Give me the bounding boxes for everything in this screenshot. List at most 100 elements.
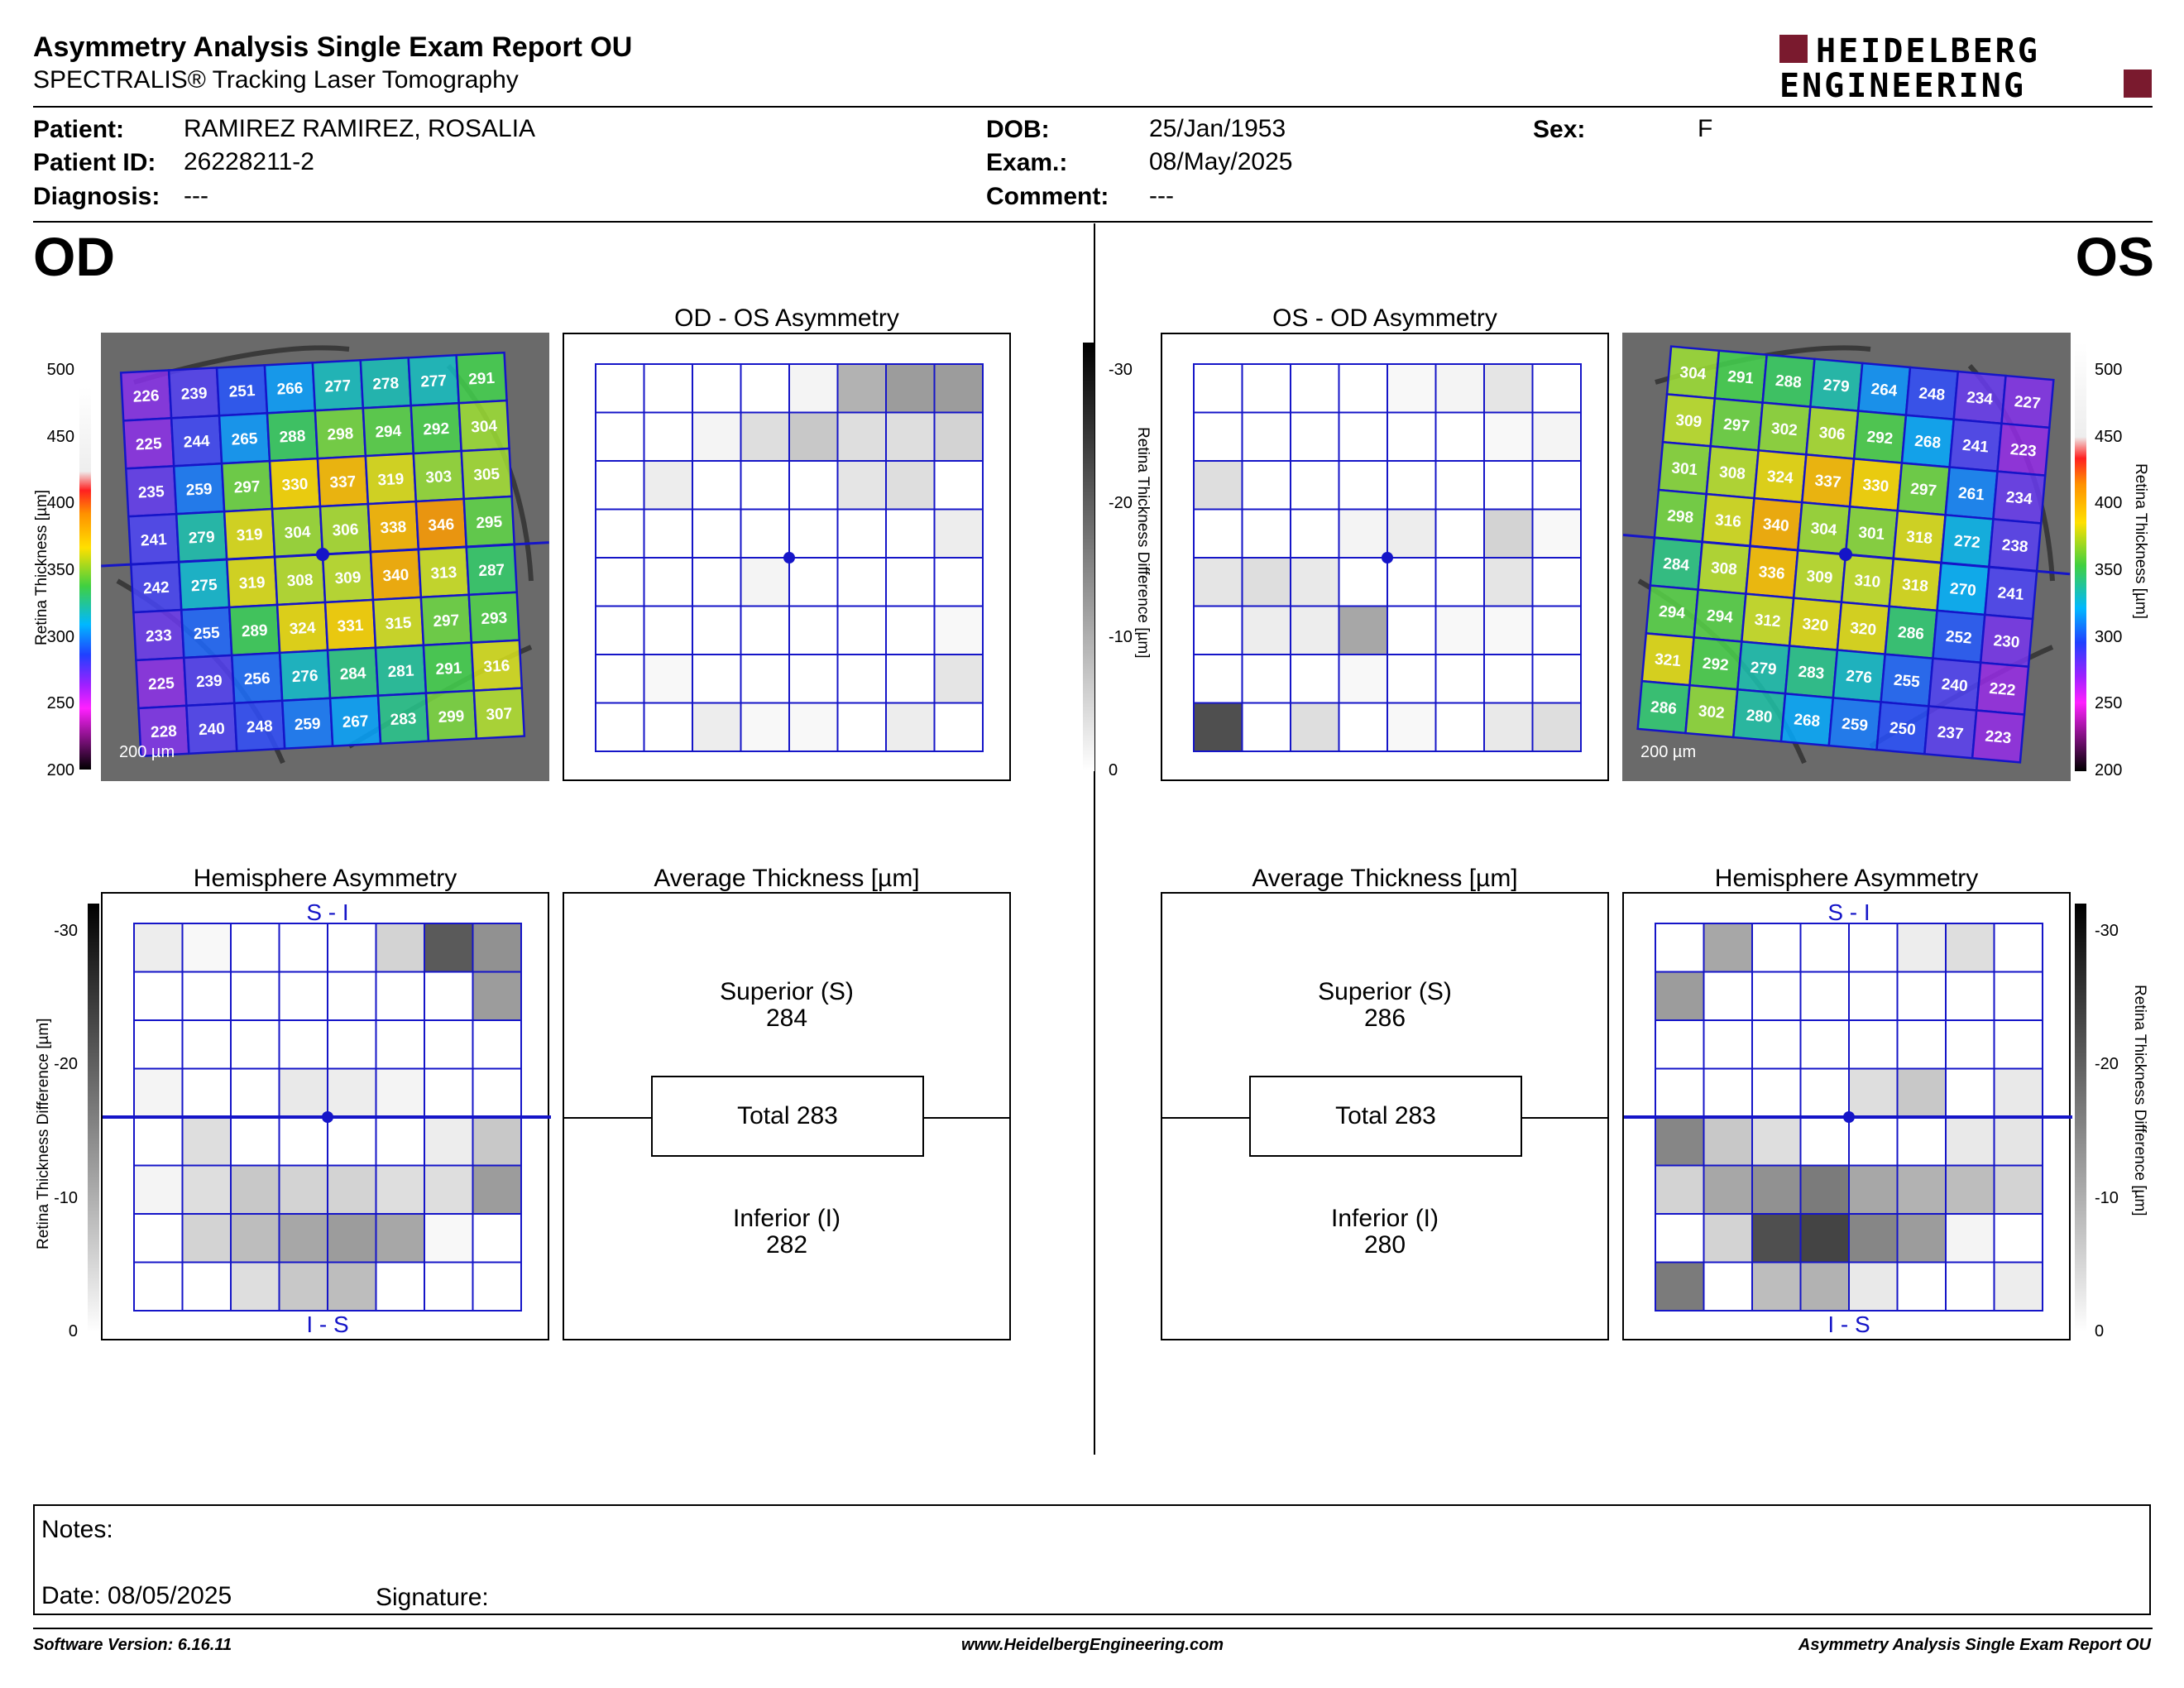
thickness-value: 268 bbox=[1913, 433, 1941, 453]
thickness-value: 276 bbox=[291, 668, 318, 687]
grid-cell bbox=[1993, 1213, 2043, 1264]
grid-cell bbox=[595, 508, 645, 559]
thickness-value: 270 bbox=[1949, 580, 1976, 600]
grid-cell bbox=[692, 605, 742, 655]
thickness-value: 293 bbox=[481, 609, 508, 628]
grid-cell bbox=[885, 411, 936, 462]
thickness-value: 304 bbox=[471, 418, 498, 437]
thickness-value: 272 bbox=[1953, 532, 1980, 552]
notes-label: Notes: bbox=[41, 1516, 113, 1543]
website-link[interactable]: www.HeidelbergEngineering.com bbox=[961, 1636, 1224, 1654]
grid-cell bbox=[740, 702, 790, 752]
thickness-value: 288 bbox=[1774, 372, 1802, 392]
grid-cell bbox=[595, 702, 645, 752]
thickness-value: 297 bbox=[233, 478, 261, 497]
thickness-value: 239 bbox=[180, 385, 208, 404]
grid-cell bbox=[472, 1213, 522, 1264]
notes-box[interactable]: Notes: Date: 08/05/2025 Signature: bbox=[33, 1504, 2151, 1615]
thickness-value: 275 bbox=[190, 577, 218, 596]
fovea-marker bbox=[322, 1111, 333, 1123]
center-divider bbox=[1094, 223, 1095, 1455]
grid-cell bbox=[1434, 460, 1485, 511]
grid-cell bbox=[1338, 508, 1388, 559]
thickness-value: 297 bbox=[433, 611, 460, 631]
footer-report-name: Asymmetry Analysis Single Exam Report OU bbox=[1798, 1636, 2151, 1654]
grid-cell bbox=[1993, 923, 2043, 973]
thickness-value: 234 bbox=[1966, 389, 1994, 409]
grid-cell bbox=[1387, 411, 1437, 462]
grid-cell bbox=[1655, 1164, 1705, 1215]
grid-cell bbox=[1751, 923, 1802, 973]
si-label: S - I bbox=[1827, 899, 1870, 925]
grid-cell bbox=[595, 411, 645, 462]
grid-cell bbox=[1387, 605, 1437, 655]
logo-text-1: HEIDELBERG bbox=[1816, 32, 2040, 70]
thickness-value: 283 bbox=[1798, 664, 1825, 683]
thickness-value: 298 bbox=[1666, 507, 1693, 527]
scale-bar-od: 200 µm bbox=[119, 743, 175, 761]
grid-cell bbox=[472, 971, 522, 1021]
sex-value: F bbox=[1698, 115, 1713, 142]
thickness-value: 225 bbox=[135, 435, 162, 454]
grid-cell bbox=[472, 1261, 522, 1312]
grid-cell bbox=[1338, 702, 1388, 752]
signature-label: Signature: bbox=[376, 1584, 489, 1611]
od-inferior-value: 282 bbox=[765, 1231, 808, 1259]
grid-cell bbox=[327, 1213, 377, 1264]
grid-cell bbox=[1434, 508, 1485, 559]
thickness-value: 283 bbox=[390, 710, 417, 729]
grid-cell bbox=[1799, 1067, 1850, 1118]
grid-cell bbox=[278, 971, 328, 1021]
thickness-value: 302 bbox=[1770, 420, 1798, 440]
grid-cell bbox=[1945, 1164, 1995, 1215]
tick-label: -20 bbox=[54, 1055, 78, 1074]
grid-cell bbox=[788, 557, 839, 607]
patient-name: RAMIREZ RAMIREZ, ROSALIA bbox=[184, 115, 536, 142]
eye-label-od: OD bbox=[33, 226, 115, 287]
thickness-value: 291 bbox=[468, 370, 496, 389]
grid-cell bbox=[1241, 557, 1291, 607]
grid-cell bbox=[836, 508, 887, 559]
thickness-value: 302 bbox=[1698, 703, 1725, 722]
grid-cell bbox=[1945, 923, 1995, 973]
grid-cell bbox=[1848, 923, 1899, 973]
grid-cell bbox=[788, 508, 839, 559]
grid-cell bbox=[327, 1019, 377, 1070]
grid-cell bbox=[1531, 460, 1582, 511]
grid-cell bbox=[133, 1019, 184, 1070]
grid-cell bbox=[133, 1261, 184, 1312]
thickness-value: 321 bbox=[1654, 650, 1682, 670]
os-od-asymmetry-title: OS - OD Asymmetry bbox=[1272, 305, 1497, 332]
grid-cell bbox=[1799, 1019, 1850, 1070]
grid-cell bbox=[1751, 1019, 1802, 1070]
thickness-value: 241 bbox=[140, 531, 167, 550]
grid-cell bbox=[885, 508, 936, 559]
thickness-value: 223 bbox=[2009, 441, 2037, 461]
od-superior-label: Superior (S) bbox=[720, 978, 854, 1005]
thickness-value: 222 bbox=[1989, 680, 2016, 700]
thickness-value: 281 bbox=[387, 662, 414, 681]
grid-cell bbox=[692, 508, 742, 559]
thickness-value: 313 bbox=[430, 564, 457, 583]
thickness-value: 297 bbox=[1722, 416, 1750, 436]
thickness-value: 308 bbox=[1710, 559, 1737, 579]
grid-cell bbox=[1290, 460, 1340, 511]
grid-cell bbox=[1193, 411, 1243, 462]
os-average-panel: Superior (S) 286 Total 283 Inferior (I) … bbox=[1161, 892, 1609, 1340]
thickness-cell bbox=[472, 687, 526, 740]
grid-cell bbox=[1655, 1213, 1705, 1264]
grid-cell bbox=[1655, 1067, 1705, 1118]
grid-cell bbox=[375, 1116, 425, 1167]
grid-cell bbox=[836, 605, 887, 655]
diagnosis-label: Diagnosis: bbox=[33, 183, 160, 210]
grid-cell bbox=[1483, 363, 1534, 414]
od-fundus-map: 226 239 251 266 277 278 277 291 225 244 265 288 298 2… bbox=[101, 333, 549, 781]
exam-label: Exam.: bbox=[986, 149, 1068, 176]
thickness-value: 330 bbox=[1862, 477, 1889, 496]
grid-cell bbox=[1434, 702, 1485, 752]
grid-cell bbox=[1338, 605, 1388, 655]
heidelberg-logo: HEIDELBERG ENGINEERING bbox=[1778, 31, 2154, 105]
tick-label: 450 bbox=[46, 427, 74, 446]
grid-cell bbox=[788, 605, 839, 655]
grid-cell bbox=[1193, 605, 1243, 655]
